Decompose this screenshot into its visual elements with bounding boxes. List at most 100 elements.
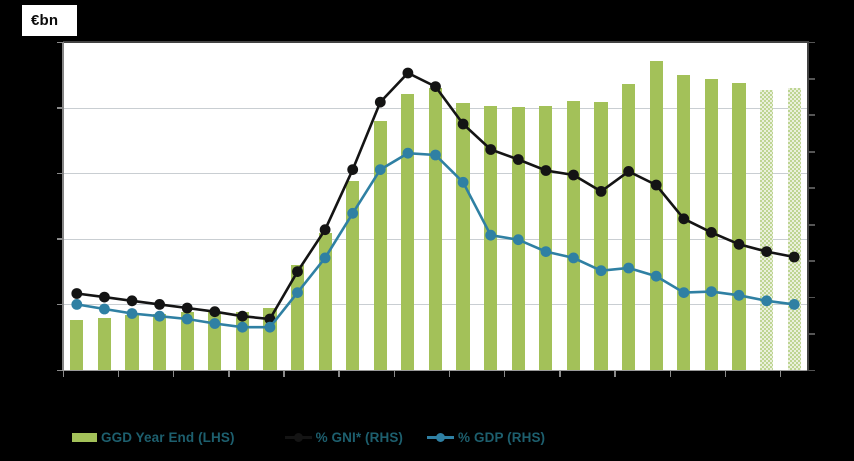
gni-point-2017 bbox=[540, 165, 552, 176]
bottom-axis-tick bbox=[669, 371, 672, 377]
gni-point-2026 bbox=[788, 251, 800, 263]
bar-2012 bbox=[401, 94, 415, 370]
left-axis-tick bbox=[57, 369, 62, 371]
gdp-point-2002 bbox=[126, 308, 138, 319]
gni-point-2010 bbox=[347, 164, 359, 175]
legend-item-ggd: GGD Year End (LHS) bbox=[72, 430, 235, 445]
bar-2001 bbox=[97, 317, 111, 370]
legend-item-gdp: % GDP (RHS) bbox=[427, 430, 545, 445]
bottom-axis-tick bbox=[614, 371, 616, 377]
bar-2002 bbox=[125, 314, 139, 370]
gni-point-2024 bbox=[733, 238, 745, 250]
bottom-axis-tick bbox=[559, 371, 561, 377]
bar-2021 bbox=[649, 61, 663, 370]
bottom-axis-tick bbox=[338, 371, 340, 377]
bottom-axis-tick bbox=[724, 371, 727, 377]
bar-2019 bbox=[594, 102, 608, 370]
gni-point-2020 bbox=[623, 166, 634, 177]
bottom-axis-tick bbox=[117, 371, 120, 377]
left-axis-line bbox=[62, 42, 64, 371]
gni-line-swatch-marker bbox=[293, 432, 303, 442]
gni-point-2021 bbox=[650, 179, 662, 191]
legend-label-ggd: GGD Year End (LHS) bbox=[101, 429, 235, 445]
gni-point-2022 bbox=[678, 213, 690, 225]
right-axis-tick bbox=[809, 260, 815, 262]
gni-point-2023 bbox=[706, 227, 717, 238]
left-axis-tick bbox=[57, 41, 62, 43]
bottom-axis-tick bbox=[228, 371, 230, 377]
gdp-point-2009 bbox=[319, 252, 331, 264]
bar-2004 bbox=[180, 312, 194, 370]
gdp-point-2020 bbox=[623, 262, 634, 274]
bottom-axis-tick bbox=[779, 371, 782, 377]
gni-line-swatch bbox=[284, 432, 312, 442]
bottom-axis-tick bbox=[393, 371, 396, 377]
gdp-line-swatch-marker bbox=[436, 432, 446, 442]
right-axis-tick bbox=[809, 77, 815, 80]
gdp-point-2017 bbox=[540, 246, 552, 257]
gni-point-2025 bbox=[761, 246, 772, 257]
gni-point-2009 bbox=[319, 224, 331, 236]
bar-2023 bbox=[704, 79, 718, 370]
gni-point-2002 bbox=[126, 295, 138, 307]
bottom-axis-tick bbox=[283, 371, 285, 377]
legend: GGD Year End (LHS) % GNI* (RHS) % GDP (R… bbox=[72, 428, 545, 446]
gdp-point-2025 bbox=[761, 295, 772, 307]
gni-point-2012 bbox=[402, 67, 414, 79]
gdp-point-2024 bbox=[733, 289, 745, 301]
legend-label-gdp: % GDP (RHS) bbox=[458, 429, 546, 445]
gni-point-2006 bbox=[237, 310, 248, 322]
ggd-bar-swatch bbox=[72, 432, 97, 442]
plot-area bbox=[63, 42, 808, 370]
right-axis-tick bbox=[809, 150, 815, 153]
legend-item-gni: % GNI* (RHS) bbox=[284, 429, 404, 445]
gdp-point-2000 bbox=[71, 299, 83, 310]
right-axis-tick bbox=[809, 296, 815, 299]
bar-2010 bbox=[346, 181, 360, 370]
gni-point-2018 bbox=[568, 169, 579, 181]
gdp-point-2010 bbox=[347, 207, 359, 219]
gni-line bbox=[76, 71, 795, 321]
legend-label-gni: % GNI* (RHS) bbox=[315, 429, 404, 445]
right-axis-tick bbox=[809, 223, 815, 226]
right-axis-tick bbox=[809, 369, 815, 372]
bar-2014 bbox=[456, 103, 470, 370]
gni-point-2001 bbox=[99, 291, 110, 303]
gdp-point-2015 bbox=[485, 229, 497, 241]
gni-point-2005 bbox=[209, 306, 221, 318]
gni-point-2003 bbox=[154, 299, 165, 310]
left-axis-tick bbox=[57, 107, 62, 109]
gdp-point-2018 bbox=[568, 252, 579, 264]
gdp-point-2011 bbox=[374, 164, 386, 175]
bar-2011 bbox=[373, 120, 387, 370]
gdp-point-2019 bbox=[595, 265, 607, 277]
right-axis-tick bbox=[809, 114, 815, 117]
gdp-point-2026 bbox=[788, 299, 800, 310]
gdp-point-2023 bbox=[706, 286, 717, 297]
bar-2020 bbox=[622, 83, 636, 370]
right-axis-tick bbox=[809, 333, 815, 335]
bottom-axis-tick bbox=[503, 371, 506, 377]
right-axis-line bbox=[807, 41, 809, 371]
gdp-point-2004 bbox=[181, 313, 193, 325]
gni-point-2014 bbox=[457, 118, 469, 130]
gdp-point-2005 bbox=[209, 318, 221, 329]
bottom-axis-tick bbox=[448, 371, 451, 377]
gdp-point-2007 bbox=[264, 321, 276, 333]
gdp-point-2016 bbox=[512, 234, 524, 246]
left-axis-unit-label: €bn bbox=[31, 12, 59, 29]
bar-2000 bbox=[70, 320, 84, 370]
plot-top-border bbox=[63, 41, 809, 43]
gdp-point-2003 bbox=[154, 310, 165, 322]
bar-2009 bbox=[318, 232, 332, 370]
gni-point-2016 bbox=[512, 154, 524, 165]
gni-point-2011 bbox=[374, 96, 386, 108]
gni-point-2004 bbox=[181, 302, 193, 314]
gdp-line bbox=[76, 151, 795, 329]
left-axis-tick bbox=[57, 172, 62, 175]
gdp-point-2006 bbox=[237, 321, 248, 333]
gdp-point-2014 bbox=[457, 176, 469, 188]
gdp-point-2022 bbox=[678, 287, 690, 298]
gni-point-2007 bbox=[264, 313, 276, 325]
